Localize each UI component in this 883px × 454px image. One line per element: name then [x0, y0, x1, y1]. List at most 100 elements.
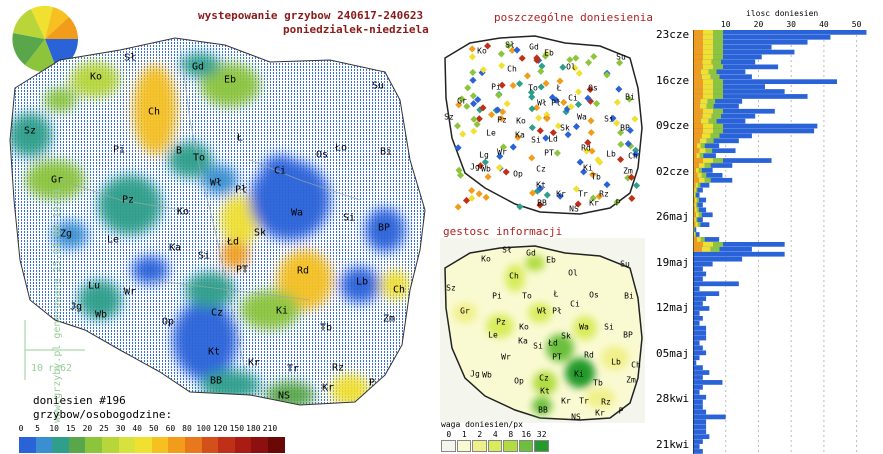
- density-map-title: gestosc informacji: [443, 225, 563, 238]
- date-label: 26maj: [656, 210, 690, 224]
- histogram-bar-segment: [713, 79, 723, 85]
- histogram-bar-segment: [695, 212, 699, 218]
- city-label: BP: [620, 123, 630, 133]
- histogram-bar-segment: [698, 168, 702, 173]
- histogram-bar: [693, 350, 707, 356]
- histogram-bar: [693, 286, 700, 292]
- histogram-bar: [693, 399, 703, 405]
- histogram-bar: [693, 439, 703, 444]
- density-value-label: 1: [461, 430, 467, 439]
- city-label: BB: [537, 198, 547, 208]
- histogram-bar: [693, 172, 723, 178]
- report-marker: [468, 186, 476, 195]
- histogram-bar: [693, 355, 700, 361]
- histogram-bar-segment: [704, 163, 711, 168]
- histogram-bar: [693, 261, 713, 267]
- city-label: BB: [538, 405, 548, 415]
- scale-swatch: [168, 437, 186, 453]
- report-marker: [583, 147, 591, 155]
- report-marker: [537, 67, 545, 75]
- city-label: Kr: [247, 357, 261, 369]
- histogram-bar-segment: [700, 143, 705, 149]
- scale-value-label: 120: [212, 424, 228, 433]
- histogram-bar: [693, 291, 720, 297]
- histogram-bar-segment: [693, 94, 703, 99]
- histogram-bar: [693, 315, 703, 321]
- report-marker: [617, 155, 625, 164]
- city-label: Ko: [89, 71, 103, 83]
- date-label: 12maj: [656, 301, 690, 315]
- scale-swatch: [268, 437, 286, 453]
- scale-swatch: [251, 437, 269, 453]
- histogram-bar-segment: [693, 212, 696, 218]
- city-label: Pi: [491, 82, 501, 92]
- histogram-bar-segment: [703, 79, 713, 85]
- report-marker: [498, 81, 506, 89]
- report-marker: [589, 171, 597, 179]
- histogram-bar: [693, 306, 710, 311]
- histogram-bar-segment: [694, 207, 697, 213]
- city-label: Lg: [479, 150, 489, 160]
- report-marker: [536, 184, 544, 192]
- histogram-bar-segment: [713, 30, 723, 35]
- report-marker: [594, 156, 602, 164]
- city-label: Wł: [209, 177, 223, 189]
- histogram-bar-segment: [713, 64, 723, 70]
- city-label: Ch: [147, 106, 161, 118]
- city-label: To: [522, 291, 532, 301]
- histogram-bar-segment: [703, 34, 713, 40]
- histogram-bar-segment: [693, 246, 702, 252]
- city-label: Le: [106, 234, 120, 246]
- city-label: Tb: [593, 378, 603, 388]
- scale-value-label: 180: [246, 424, 261, 433]
- histogram-bar-segment: [693, 99, 701, 104]
- distance-label: 10: [31, 363, 44, 374]
- city-label: Eb: [223, 74, 237, 86]
- histogram-bar-segment: [695, 187, 698, 193]
- report-marker: [632, 146, 640, 154]
- histogram-bar-segment: [700, 237, 705, 242]
- scale-swatch: [135, 437, 153, 453]
- report-marker: [497, 115, 505, 123]
- report-marker: [603, 181, 611, 189]
- city-label: Su: [371, 80, 385, 92]
- report-marker: [476, 162, 484, 170]
- histogram-bar-segment: [695, 168, 699, 173]
- city-label: Su: [616, 52, 626, 62]
- scale-value-label: 20: [82, 424, 93, 433]
- main-heatmap: [9, 37, 426, 406]
- histogram-bar-segment: [703, 158, 713, 163]
- city-label: Ol: [568, 268, 578, 278]
- histogram-bar-segment: [693, 54, 703, 60]
- histogram-bar-segment: [707, 99, 716, 104]
- histogram-bar-segment: [693, 197, 695, 203]
- city-label: P: [615, 198, 621, 208]
- histogram-bar-segment: [693, 163, 699, 168]
- city-label: Pi: [492, 291, 502, 301]
- histogram-bar-segment: [701, 133, 711, 139]
- histogram-bar-segment: [703, 54, 713, 60]
- report-marker: [571, 64, 579, 72]
- histogram-bar: [693, 103, 739, 109]
- histogram-bar-segment: [693, 242, 703, 247]
- city-label: Kr: [321, 382, 335, 394]
- x-tick-label: 20: [753, 20, 764, 29]
- report-marker: [509, 143, 517, 151]
- histogram-bar-segment: [702, 113, 712, 119]
- report-marker: [617, 140, 625, 148]
- histogram-bar-segment: [693, 79, 703, 85]
- report-marker: [458, 95, 466, 103]
- city-label: Os: [315, 149, 329, 161]
- histogram-bar-segment: [693, 158, 703, 163]
- density-value-label: 2: [477, 430, 483, 439]
- histogram-bar-segment: [693, 123, 703, 129]
- city-label: Kr: [561, 396, 571, 406]
- scale-value-label: 150: [229, 424, 245, 433]
- reports-map-title: poszczególne doniesienia: [494, 11, 653, 24]
- histogram-bar-segment: [699, 148, 706, 154]
- report-marker: [468, 53, 476, 61]
- city-label: Ka: [518, 336, 528, 346]
- report-marker: [455, 101, 463, 109]
- city-label: Op: [161, 316, 175, 328]
- histogram-bar: [693, 429, 707, 435]
